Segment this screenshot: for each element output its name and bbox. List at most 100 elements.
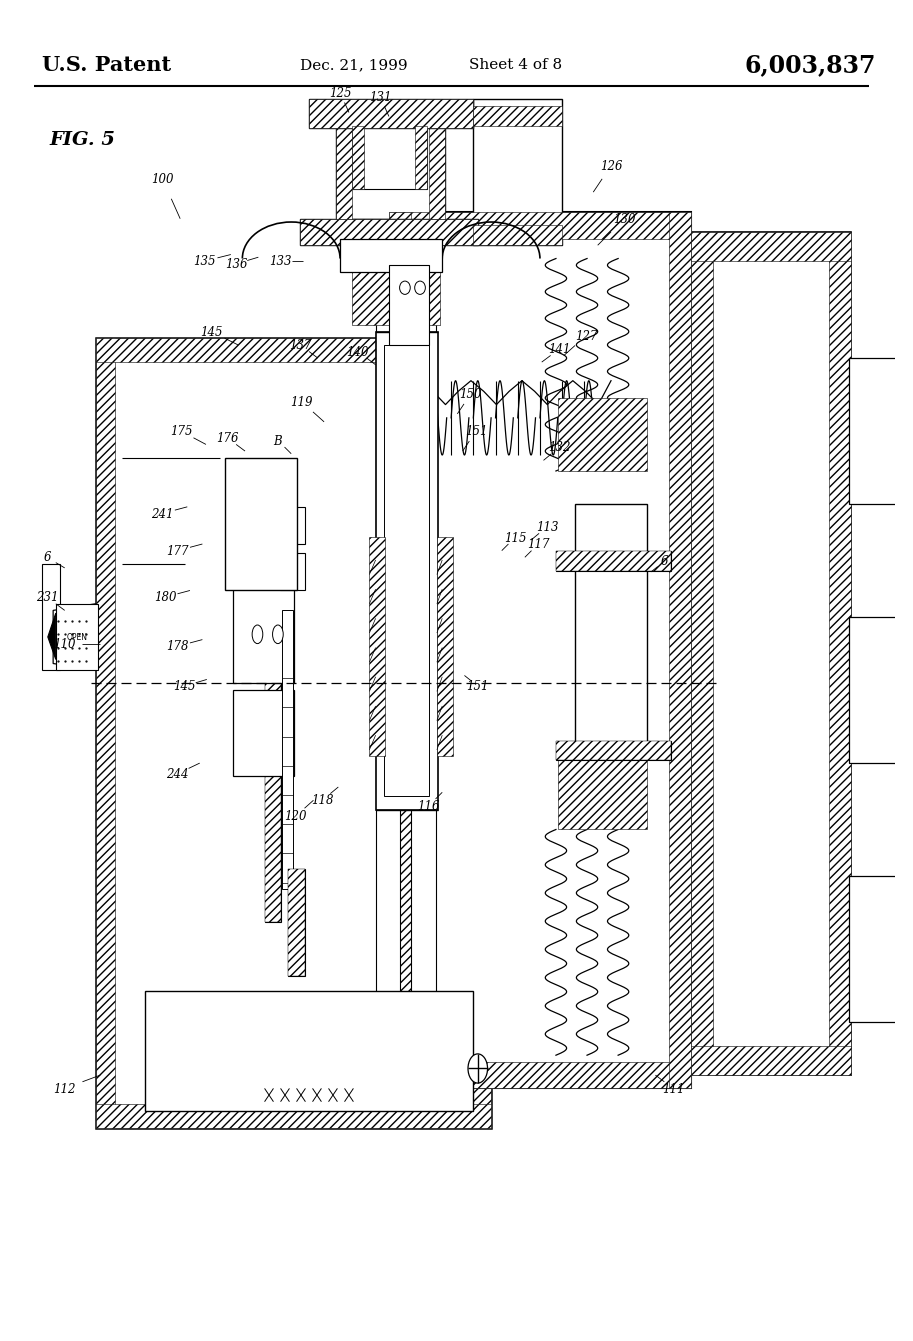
Text: Dec. 21, 1999: Dec. 21, 1999 [300, 59, 407, 72]
Text: FIG. 5: FIG. 5 [49, 130, 116, 149]
Bar [300, 220, 477, 245]
Bar [375, 266, 400, 1062]
Bar [389, 1062, 690, 1089]
Text: 6: 6 [43, 551, 50, 565]
Bar [352, 248, 396, 326]
Polygon shape [53, 605, 96, 670]
Bar [389, 266, 429, 346]
Text: 151: 151 [467, 680, 488, 693]
Polygon shape [309, 99, 473, 129]
Bar [335, 126, 352, 220]
Bar [411, 239, 437, 272]
Polygon shape [47, 613, 56, 660]
Bar [389, 266, 429, 346]
Bar [87, 99, 859, 1215]
Text: 176: 176 [215, 432, 238, 445]
Text: 231: 231 [36, 591, 58, 603]
Bar [96, 1105, 491, 1128]
Text: 244: 244 [166, 767, 189, 780]
Text: 125: 125 [329, 87, 352, 99]
Text: 127: 127 [574, 330, 597, 342]
Text: 111: 111 [662, 1082, 684, 1096]
Bar [144, 991, 473, 1112]
Text: 137: 137 [289, 339, 311, 351]
Bar [690, 1046, 851, 1075]
Bar [335, 126, 445, 220]
Bar [225, 459, 298, 591]
Bar [309, 99, 473, 129]
Text: 135: 135 [193, 255, 215, 268]
Ellipse shape [467, 1054, 488, 1084]
Text: 178: 178 [166, 640, 189, 653]
Bar [96, 339, 491, 362]
Bar [849, 358, 897, 504]
Text: 6,003,837: 6,003,837 [744, 54, 876, 78]
Text: 177: 177 [166, 544, 189, 558]
Text: 115: 115 [504, 531, 526, 544]
Bar [340, 239, 366, 272]
Text: 145: 145 [173, 680, 195, 693]
Bar [352, 126, 364, 190]
Bar [389, 213, 690, 239]
Bar [473, 106, 561, 126]
Bar [558, 756, 646, 830]
Bar [234, 585, 294, 684]
Bar [369, 538, 385, 756]
Bar [96, 339, 115, 1128]
Bar [43, 565, 60, 670]
Text: 241: 241 [151, 507, 173, 520]
Bar [436, 538, 453, 756]
Bar [575, 504, 646, 750]
Text: 132: 132 [548, 441, 571, 455]
Text: 110: 110 [54, 637, 76, 650]
Bar [828, 232, 851, 1075]
Bar [402, 248, 439, 326]
Text: 150: 150 [459, 388, 482, 401]
Bar [384, 346, 429, 797]
Bar [849, 617, 897, 763]
Text: 126: 126 [600, 160, 622, 173]
Text: OPEN: OPEN [67, 633, 88, 642]
Text: 6: 6 [660, 555, 667, 569]
Bar [234, 691, 294, 776]
Text: 140: 140 [346, 346, 369, 358]
Ellipse shape [399, 282, 410, 295]
Bar [690, 232, 851, 261]
Bar [556, 551, 671, 571]
Bar [411, 266, 436, 1062]
Text: 119: 119 [290, 396, 313, 409]
Text: 133: 133 [269, 255, 291, 268]
Text: 136: 136 [225, 257, 247, 271]
Bar [375, 266, 400, 1062]
Bar [265, 511, 280, 923]
Bar [556, 551, 671, 571]
Bar [556, 740, 671, 760]
Ellipse shape [252, 625, 263, 644]
Text: 118: 118 [311, 794, 333, 807]
Bar [668, 213, 690, 1089]
Bar [96, 339, 491, 1128]
Text: 130: 130 [613, 213, 635, 225]
Bar [56, 605, 99, 670]
Bar [411, 266, 436, 1062]
Bar [288, 869, 305, 976]
Bar [415, 126, 427, 190]
Bar [282, 610, 293, 889]
Text: 112: 112 [54, 1082, 76, 1096]
Bar [429, 126, 445, 220]
Polygon shape [300, 220, 477, 245]
Text: 141: 141 [548, 343, 571, 355]
Bar [471, 339, 491, 1128]
Bar [690, 232, 851, 1075]
Bar [279, 507, 304, 544]
Ellipse shape [415, 282, 425, 295]
Bar [288, 869, 305, 976]
Text: 117: 117 [527, 538, 550, 551]
Bar [473, 99, 561, 245]
Bar [389, 213, 690, 1089]
Bar [849, 876, 897, 1022]
Bar [340, 239, 442, 272]
Text: 175: 175 [170, 425, 193, 439]
Text: 100: 100 [151, 173, 173, 186]
Ellipse shape [272, 625, 283, 644]
